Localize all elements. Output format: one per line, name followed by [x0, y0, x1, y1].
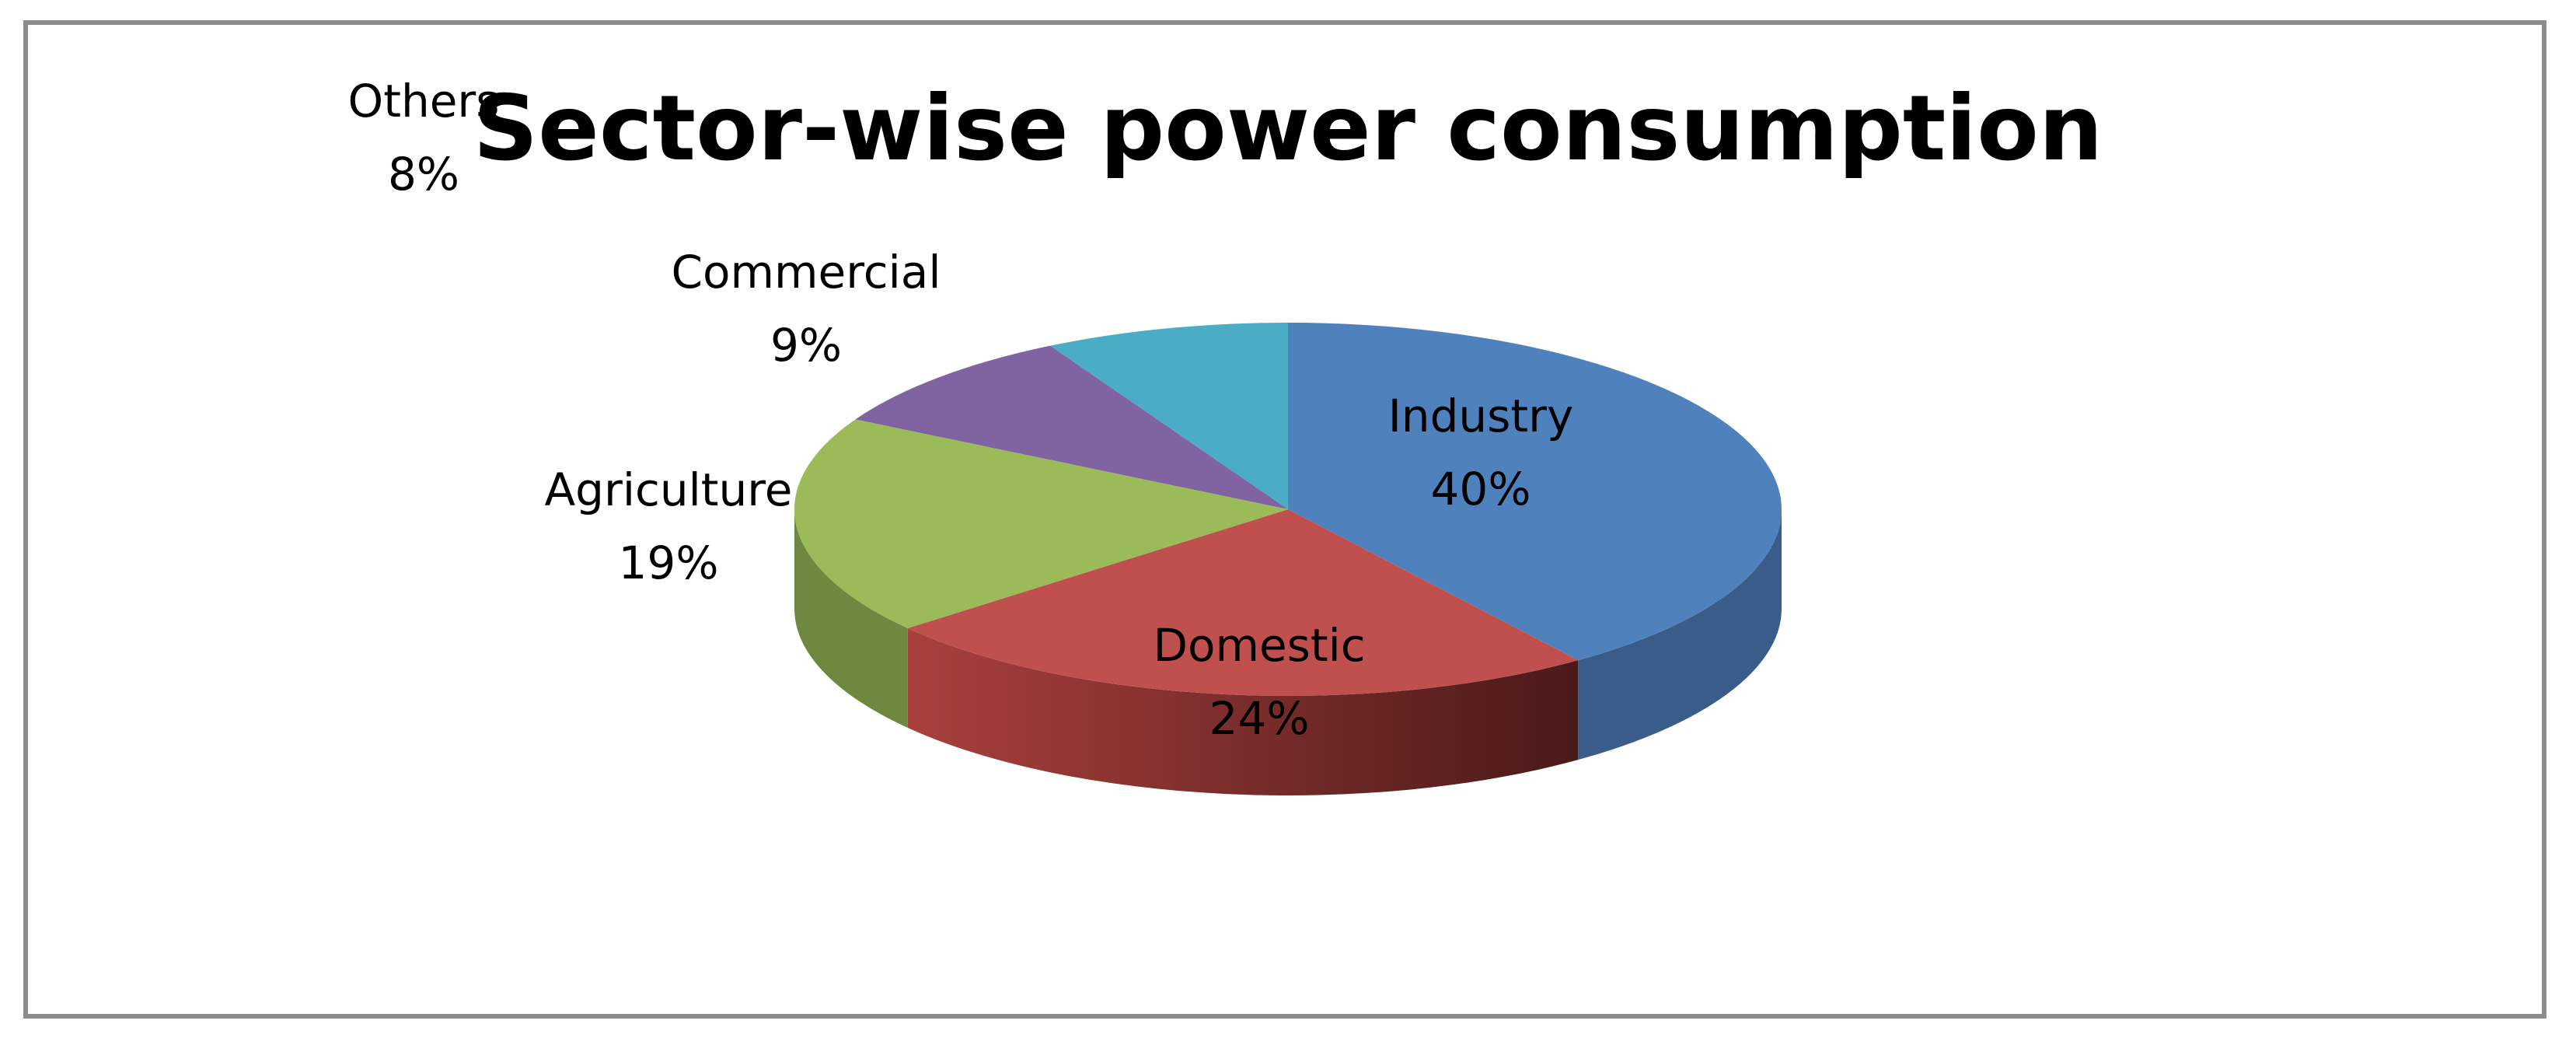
pie-slice-domestic: [907, 509, 1579, 697]
data-label-domestic: Domestic: [1153, 619, 1365, 672]
pie-slice-others: [1050, 323, 1288, 509]
data-label-commercial: Commercial: [672, 246, 941, 299]
chart-title: Sector-wise power consumption: [473, 76, 2103, 181]
pie-sides: [794, 509, 1782, 795]
pie-slice-commercial: [855, 345, 1288, 509]
data-value-industry: 40%: [1431, 463, 1531, 516]
pie-slice-industry: [1288, 323, 1782, 661]
pie-slices: [794, 323, 1782, 697]
pie-labels: Industry 40% Domestic 24% Agriculture 19% Comm…: [348, 75, 1574, 745]
data-label-industry: Industry: [1388, 390, 1574, 442]
data-value-others: 8%: [388, 148, 459, 201]
data-label-others: Others: [348, 75, 500, 128]
pie-side-industry: [1578, 509, 1782, 760]
data-value-agriculture: 19%: [619, 536, 719, 589]
pie-side-domestic: [907, 627, 1579, 795]
data-value-commercial: 9%: [770, 319, 842, 372]
data-value-domestic: 24%: [1209, 692, 1310, 745]
data-label-agriculture: Agriculture: [545, 463, 793, 516]
pie-slice-agriculture: [794, 419, 1288, 628]
pie-side-agriculture: [794, 509, 908, 728]
